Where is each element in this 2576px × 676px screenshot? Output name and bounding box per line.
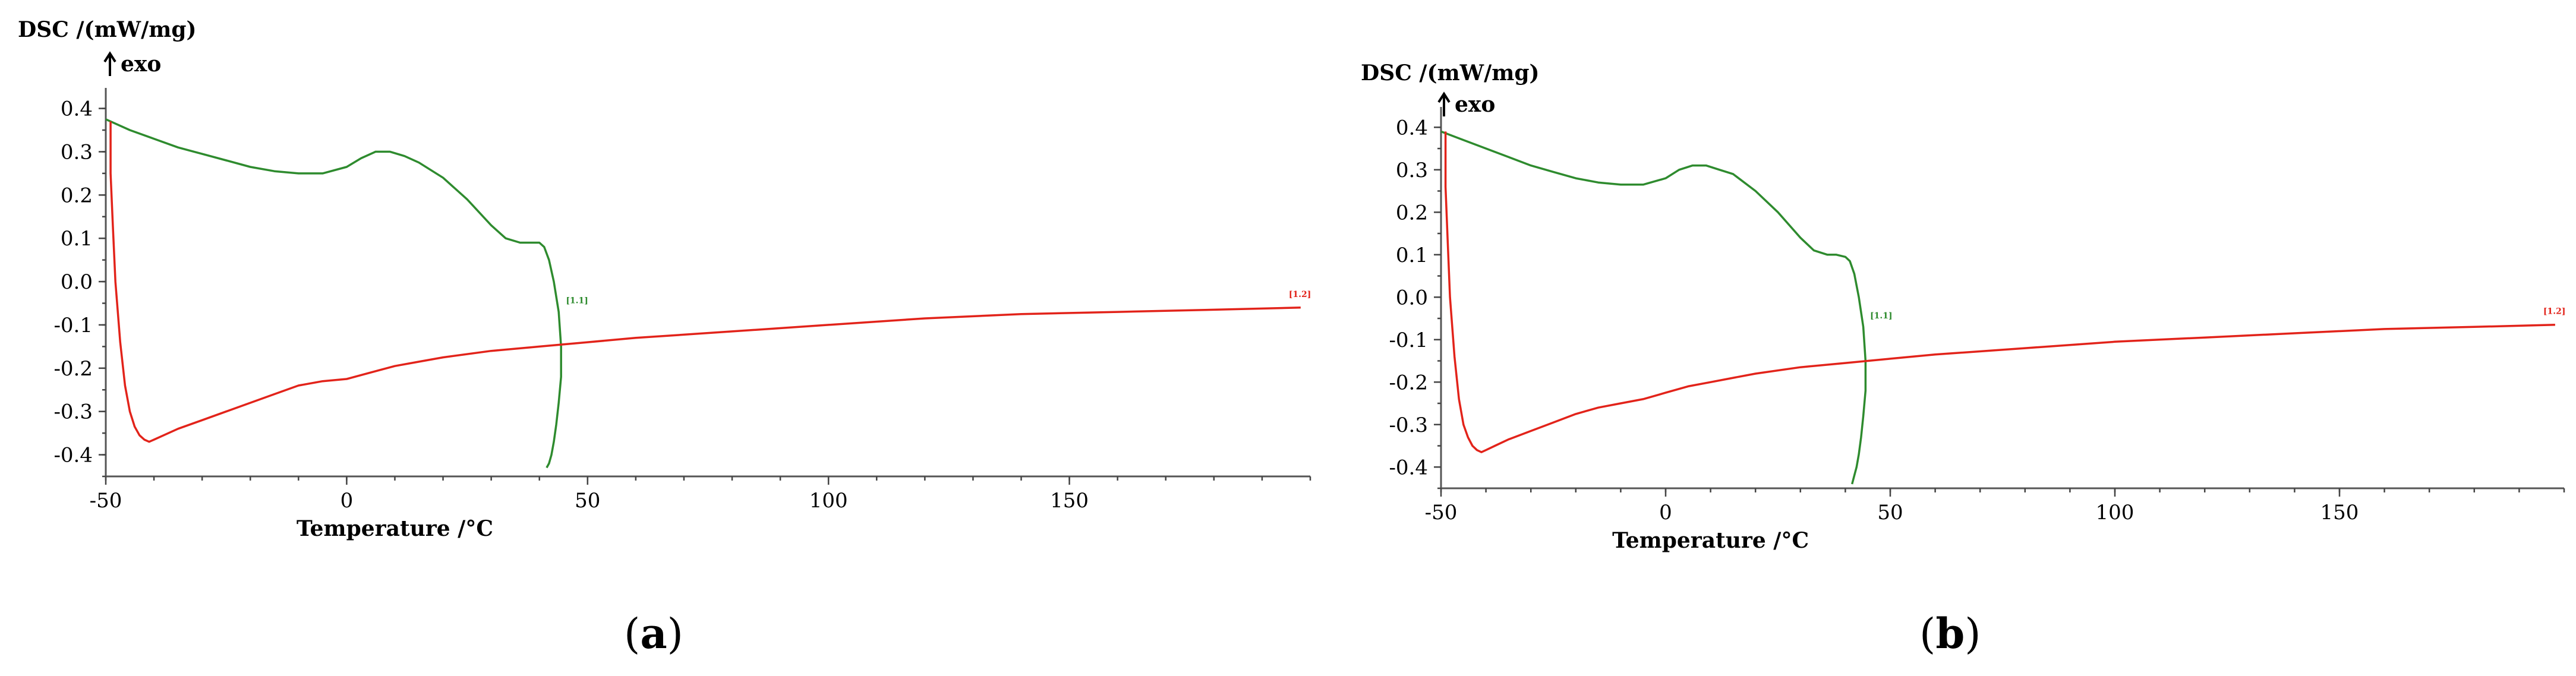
exo-arrow-icon	[1437, 91, 1451, 116]
series-line-2	[109, 121, 1301, 443]
x-tick-label: 100	[809, 489, 848, 513]
exo-arrow-icon	[103, 51, 116, 76]
y-tick-label: -0.1	[53, 314, 93, 337]
y-axis-label: DSC /(mW/mg)	[18, 17, 197, 42]
x-tick-label: 50	[1877, 501, 1903, 525]
series-tag-label: [1.1]	[1870, 311, 1893, 321]
series-line-1	[105, 118, 562, 469]
series-tag-label: [1.2]	[2543, 307, 2566, 317]
y-tick-label: 0.2	[1396, 201, 1428, 225]
x-tick-label: 0	[340, 489, 354, 513]
chart-panel-a: DSC /(mW/mg) exo 0.4 0.3 0.2 0.1 0.0 -0.1 -0.2 -0…	[18, 17, 1311, 541]
y-tick-label: -0.2	[1389, 371, 1428, 394]
exo-label: exo	[1455, 92, 1495, 117]
y-tick-label: 0.4	[1396, 116, 1428, 140]
chart-panel-b: DSC /(mW/mg) exo 0.4 0.3 0.2 0.1 0.0 -0.1 -0.2 -0…	[1361, 61, 2565, 553]
y-tick-label: -0.2	[53, 357, 93, 381]
series-line-2	[1444, 131, 2555, 453]
x-tick-label: 150	[1050, 489, 1089, 513]
y-tick-label: -0.4	[1389, 456, 1428, 479]
y-tick-label: 0.3	[1396, 159, 1428, 182]
y-tick-label: 0.2	[61, 184, 93, 207]
y-tick-label: 0.1	[61, 227, 93, 251]
y-tick-label: -0.4	[53, 444, 93, 467]
y-tick-label: -0.1	[1389, 328, 1428, 352]
x-tick-label: 150	[2320, 501, 2359, 525]
x-tick-label: 50	[575, 489, 600, 513]
panel-caption-a: (a)	[624, 609, 683, 658]
y-axis-label: DSC /(mW/mg)	[1361, 61, 1540, 86]
exo-label: exo	[121, 52, 161, 77]
x-axis-label: Temperature /°C	[297, 516, 493, 541]
panel-caption-b: (b)	[1919, 609, 1981, 658]
x-tick-label: -50	[1425, 501, 1458, 525]
series-line-1	[1440, 130, 1867, 485]
y-tick-label: 0.0	[61, 270, 93, 294]
x-axis-label: Temperature /°C	[1612, 528, 1809, 553]
series-tag-label: [1.2]	[1289, 290, 1311, 299]
y-tick-label: 0.4	[61, 97, 93, 121]
y-tick-label: -0.3	[1389, 413, 1428, 437]
y-tick-label: -0.3	[53, 400, 93, 424]
x-tick-label: 100	[2096, 501, 2134, 525]
y-tick-label: 0.3	[61, 140, 93, 164]
series-tag-label: [1.1]	[566, 296, 588, 306]
x-tick-label: 0	[1659, 501, 1672, 525]
y-tick-label: 0.0	[1396, 286, 1428, 309]
y-tick-label: 0.1	[1396, 244, 1428, 267]
x-tick-label: -50	[90, 489, 122, 513]
